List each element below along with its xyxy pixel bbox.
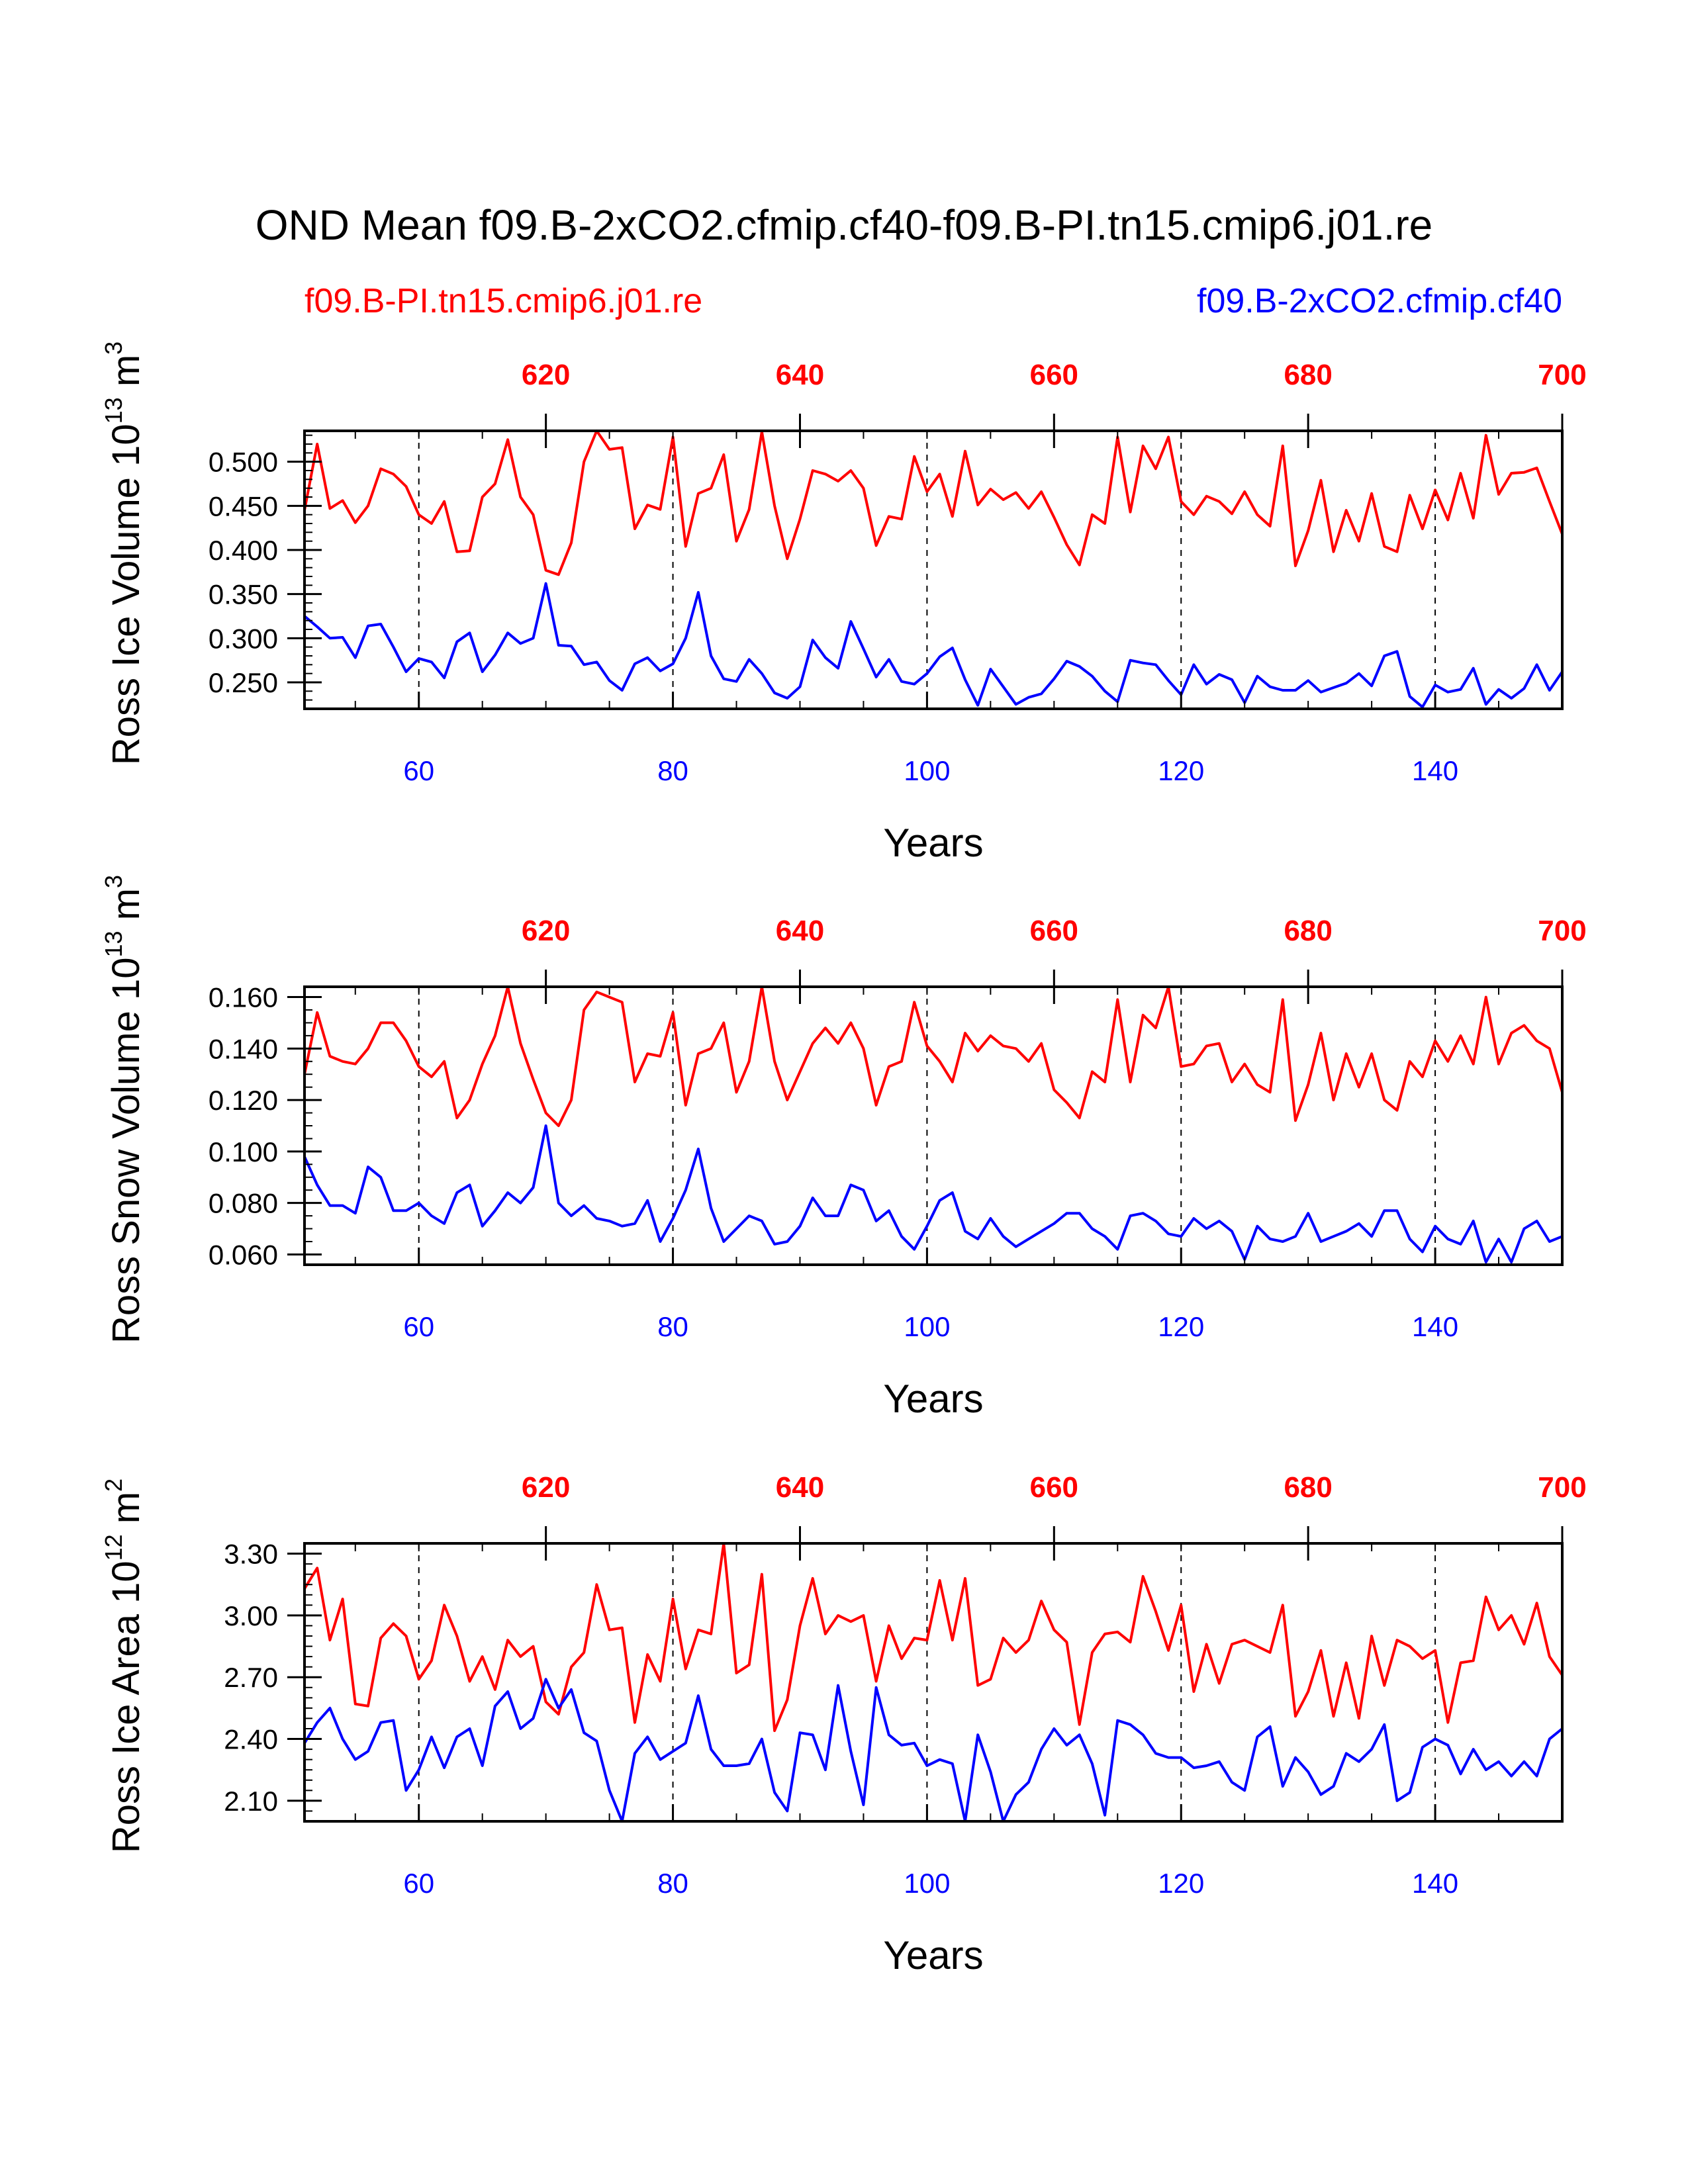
x-tick-label-top: 700 [1538, 915, 1586, 947]
x-tick-label-top: 640 [776, 1471, 824, 1504]
y-tick-label: 0.160 [209, 982, 278, 1013]
x-tick-label-top: 660 [1030, 359, 1078, 391]
x-tick-label-top: 660 [1030, 915, 1078, 947]
legend-red-label: f09.B-PI.tn15.cmip6.j01.re [305, 282, 702, 320]
plot-frame [303, 985, 1564, 1266]
x-tick-label-top: 660 [1030, 1471, 1078, 1504]
y-axis-title: Ross Snow Volume 1013 m3 [100, 875, 148, 1343]
y-axis-title-text: Ross Ice Volume 10 [105, 424, 148, 765]
y-axis-title-unit-exp: 2 [100, 1479, 127, 1492]
x-tick-label-top: 680 [1284, 1471, 1332, 1504]
plot-frame [303, 1542, 1564, 1823]
y-tick-label: 0.100 [209, 1136, 278, 1167]
y-tick-label: 0.140 [209, 1033, 278, 1064]
y-axis-title-exp: 13 [100, 931, 127, 957]
y-tick-label: 2.70 [224, 1662, 278, 1693]
y-tick-label: 3.00 [224, 1600, 278, 1631]
x-tick-label-bottom: 80 [657, 755, 688, 786]
y-tick-label: 0.400 [209, 535, 278, 566]
series-line-red [303, 430, 1564, 576]
y-axis-title-exp: 13 [100, 397, 127, 424]
y-tick-label: 2.10 [224, 1786, 278, 1817]
y-tick-label: 0.120 [209, 1085, 278, 1116]
y-axis-title: Ross Ice Volume 1013 m3 [100, 341, 148, 765]
y-axis-title: Ross Ice Area 1012 m2 [100, 1479, 148, 1853]
y-tick-label: 2.40 [224, 1724, 278, 1755]
x-tick-label-bottom: 80 [657, 1311, 688, 1342]
y-tick-label: 0.250 [209, 667, 278, 698]
x-tick-label-top: 700 [1538, 359, 1586, 391]
y-axis-title-unit: m [105, 355, 148, 397]
series-line-blue [303, 1124, 1563, 1264]
x-tick-label-top: 640 [776, 359, 824, 391]
x-tick-label-top: 620 [522, 1471, 570, 1504]
x-tick-label-top: 700 [1538, 1471, 1586, 1504]
x-tick-label-bottom: 140 [1412, 1868, 1458, 1899]
x-tick-label-bottom: 100 [904, 755, 950, 786]
x-tick-label-top: 680 [1284, 915, 1332, 947]
x-axis-title: Years [883, 1377, 983, 1421]
x-tick-label-bottom: 60 [403, 1311, 434, 1342]
panel-1: 0.250 0.300 0.350 0.400 0.450 0.500 60 80 100 120… [100, 341, 1587, 865]
y-tick-label: 0.500 [209, 447, 278, 478]
x-tick-label-bottom: 100 [904, 1868, 950, 1899]
series-line-red [303, 985, 1564, 1127]
series-line-blue [303, 1678, 1564, 1823]
chart-title: OND Mean f09.B-2xCO2.cfmip.cf40-f09.B-PI… [256, 201, 1433, 249]
x-tick-label-bottom: 120 [1158, 1868, 1204, 1899]
panel-2: 0.060 0.080 0.100 0.120 0.140 0.160 60 80 100 120… [100, 875, 1587, 1421]
x-tick-label-bottom: 60 [403, 1868, 434, 1899]
x-tick-label-top: 620 [522, 359, 570, 391]
y-tick-label: 3.30 [224, 1539, 278, 1570]
x-tick-label-bottom: 140 [1412, 755, 1458, 786]
y-axis-title-unit: m [105, 888, 148, 931]
x-tick-label-top: 640 [776, 915, 824, 947]
x-tick-label-bottom: 60 [403, 755, 434, 786]
y-axis-title-text: Ross Ice Area 10 [105, 1561, 148, 1853]
y-axis-title-text: Ross Snow Volume 10 [105, 957, 148, 1343]
y-tick-label: 0.080 [209, 1188, 278, 1219]
x-tick-label-top: 620 [522, 915, 570, 947]
plot-frame [303, 430, 1564, 710]
y-axis-title-unit-exp: 3 [100, 341, 127, 355]
legend-blue-label: f09.B-2xCO2.cfmip.cf40 [1197, 282, 1562, 320]
x-tick-label-bottom: 80 [657, 1868, 688, 1899]
x-tick-label-bottom: 120 [1158, 1311, 1204, 1342]
y-axis-title-exp: 12 [100, 1534, 127, 1561]
series-line-red [303, 1542, 1564, 1733]
y-tick-label: 0.300 [209, 623, 278, 654]
x-axis-title: Years [883, 1933, 983, 1978]
y-tick-label: 0.350 [209, 579, 278, 610]
x-tick-label-bottom: 100 [904, 1311, 950, 1342]
x-axis-title: Years [883, 821, 983, 865]
y-tick-label: 0.060 [209, 1239, 278, 1270]
x-tick-label-bottom: 140 [1412, 1311, 1458, 1342]
y-axis-title-unit-exp: 3 [100, 875, 127, 888]
x-tick-label-top: 680 [1284, 359, 1332, 391]
x-tick-label-bottom: 120 [1158, 755, 1204, 786]
y-axis-title-unit: m [105, 1492, 148, 1534]
panel-3: 2.10 2.40 2.70 3.00 3.30 60 80 100 120 140 620 640 6… [100, 1471, 1587, 1978]
series-line-blue [303, 582, 1564, 709]
y-tick-label: 0.450 [209, 490, 278, 522]
